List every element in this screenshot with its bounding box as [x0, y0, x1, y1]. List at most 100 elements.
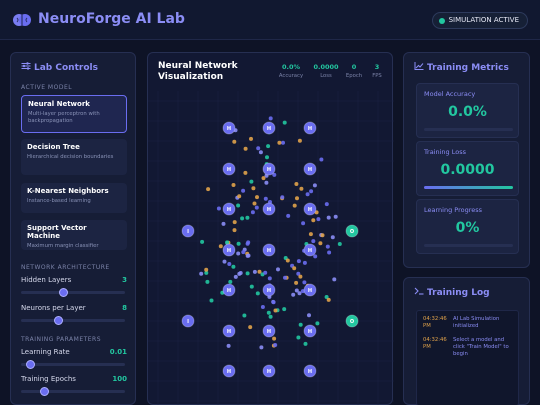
particle — [245, 271, 250, 276]
hidden-neuron-label: H — [227, 126, 231, 132]
status-text: SIMULATION ACTIVE — [448, 16, 519, 24]
learning-rate-thumb[interactable] — [25, 360, 35, 369]
hidden-neuron — [303, 243, 317, 257]
line-chart-icon — [414, 62, 424, 70]
hidden-layers-slider[interactable] — [21, 288, 125, 297]
particle — [312, 183, 317, 188]
hidden-neuron — [222, 283, 236, 297]
hidden-neuron — [262, 202, 276, 216]
input-neuron-label: I — [187, 319, 189, 325]
particle — [326, 297, 331, 302]
particle — [285, 258, 290, 263]
neurons-thumb[interactable] — [54, 316, 64, 325]
particle — [273, 343, 278, 347]
hidden-neuron — [222, 121, 236, 135]
particle — [241, 250, 246, 255]
model-option-svm[interactable]: Support Vector Machine Maximum margin cl… — [21, 220, 127, 250]
log-output: 04:32:46 PM AI Lab Simulation initialize… — [416, 310, 519, 405]
particle — [286, 213, 291, 218]
hidden-neuron-label: H — [267, 126, 271, 132]
particle — [324, 295, 329, 299]
hidden-neuron-label: H — [227, 369, 231, 375]
learning-rate-slider[interactable] — [21, 360, 125, 369]
particle — [204, 270, 209, 275]
particle — [299, 186, 304, 191]
particle — [264, 180, 269, 185]
particle — [232, 139, 237, 144]
particle — [327, 250, 332, 255]
learning-rate-row: Learning Rate 0.01 — [21, 348, 127, 356]
particle — [283, 275, 287, 280]
metric-progress-value: 0% — [455, 220, 480, 236]
particle — [237, 271, 242, 276]
output-neuron-label: O — [350, 319, 354, 325]
particle — [268, 116, 273, 121]
particle — [216, 206, 221, 211]
model-option-decision-tree[interactable]: Decision Tree Hierarchical decision boun… — [21, 139, 127, 175]
particle — [231, 183, 236, 187]
particle — [227, 262, 232, 266]
particle — [251, 186, 256, 191]
particle — [245, 215, 250, 220]
metric-loss-card: Training Loss 0.0000 — [416, 141, 519, 196]
particle — [298, 322, 303, 327]
neurons-row: Neurons per Layer 8 — [21, 304, 127, 312]
particle — [296, 271, 301, 276]
visualization-panel: Neural Network Visualization 0.0% Accurac… — [147, 52, 394, 405]
metric-loss-value: 0.0000 — [440, 162, 495, 178]
particle — [265, 155, 269, 160]
hidden-neuron — [262, 243, 276, 257]
particle — [302, 280, 307, 285]
particle — [206, 187, 211, 192]
hidden-neuron-label: H — [308, 126, 312, 132]
particle — [281, 140, 285, 145]
particle — [311, 239, 316, 244]
particle — [296, 335, 301, 340]
hidden-neuron-label: H — [227, 167, 231, 173]
stat-accuracy: 0.0% Accuracy — [278, 63, 304, 79]
particle — [248, 325, 253, 330]
hidden-neuron — [222, 324, 236, 338]
hidden-neuron — [262, 162, 276, 176]
hidden-neuron-label: H — [227, 248, 231, 254]
particle — [260, 305, 265, 309]
input-neuron-label: I — [187, 229, 189, 235]
particle — [232, 220, 237, 225]
model-option-neural-network[interactable]: Neural Network Multi-layer perceptron wi… — [21, 95, 127, 133]
particle — [222, 259, 227, 264]
particle — [324, 202, 329, 207]
particle — [232, 228, 237, 233]
network-canvas[interactable]: H H H H H H H H H H H H H H H H H H H H H I I O O — [148, 91, 394, 405]
particle — [309, 189, 314, 194]
particle — [231, 264, 236, 269]
hidden-neuron — [303, 121, 317, 135]
epochs-value: 100 — [112, 375, 127, 383]
particle — [225, 240, 230, 245]
particle — [259, 345, 264, 350]
active-model-label: ACTIVE MODEL — [21, 84, 73, 91]
status-badge: SIMULATION ACTIVE — [431, 12, 528, 29]
particle — [308, 232, 313, 237]
particle — [252, 269, 257, 274]
hidden-neuron — [262, 364, 276, 378]
sliders-icon — [21, 62, 31, 70]
particle — [315, 321, 320, 326]
lab-controls-panel: Lab Controls ACTIVE MODEL Neural Network… — [10, 52, 136, 405]
neurons-slider[interactable] — [21, 316, 125, 325]
epochs-thumb[interactable] — [40, 387, 49, 396]
hidden-neuron-label: H — [227, 288, 231, 294]
particle — [252, 201, 257, 206]
hidden-neuron — [303, 324, 317, 338]
particle — [258, 150, 263, 155]
hidden-neuron-label: H — [267, 288, 271, 294]
particle — [226, 343, 231, 348]
hidden-neuron-label: H — [227, 329, 231, 335]
particle — [276, 267, 280, 272]
particle — [325, 244, 330, 249]
model-option-knn[interactable]: K-Nearest Neighbors Instance-based learn… — [21, 183, 127, 213]
particle — [296, 259, 301, 264]
hidden-neuron — [303, 202, 317, 216]
epochs-slider[interactable] — [21, 387, 125, 396]
hidden-layers-thumb[interactable] — [59, 288, 68, 297]
particle — [249, 136, 253, 141]
